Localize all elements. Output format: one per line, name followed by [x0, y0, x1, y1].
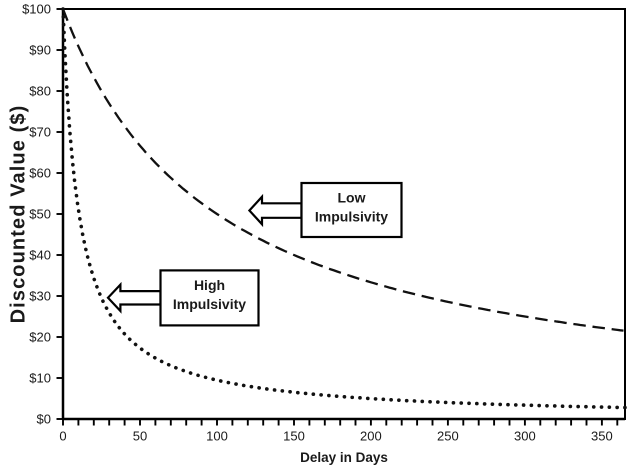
svg-text:300: 300	[514, 429, 536, 444]
svg-text:Impulsivity: Impulsivity	[173, 296, 246, 312]
svg-text:Delay in Days: Delay in Days	[300, 450, 388, 465]
svg-text:$0: $0	[37, 412, 51, 427]
svg-text:150: 150	[283, 429, 305, 444]
svg-text:$90: $90	[29, 43, 51, 58]
svg-text:100: 100	[206, 429, 228, 444]
svg-text:Impulsivity: Impulsivity	[315, 208, 388, 224]
svg-text:High: High	[194, 277, 225, 293]
svg-text:250: 250	[437, 429, 459, 444]
svg-text:350: 350	[591, 429, 613, 444]
svg-text:Low: Low	[338, 189, 366, 205]
svg-text:Discounted Value ($): Discounted Value ($)	[8, 105, 30, 324]
svg-text:$20: $20	[29, 330, 51, 345]
svg-text:200: 200	[360, 429, 382, 444]
svg-text:0: 0	[59, 429, 66, 444]
svg-text:$100: $100	[22, 2, 51, 17]
svg-text:$80: $80	[29, 84, 51, 99]
svg-text:50: 50	[133, 429, 147, 444]
svg-text:$10: $10	[29, 371, 51, 386]
svg-text:$60: $60	[29, 166, 51, 181]
svg-text:$50: $50	[29, 207, 51, 222]
svg-text:$70: $70	[29, 125, 51, 140]
svg-text:$30: $30	[29, 289, 51, 304]
svg-text:$40: $40	[29, 248, 51, 263]
